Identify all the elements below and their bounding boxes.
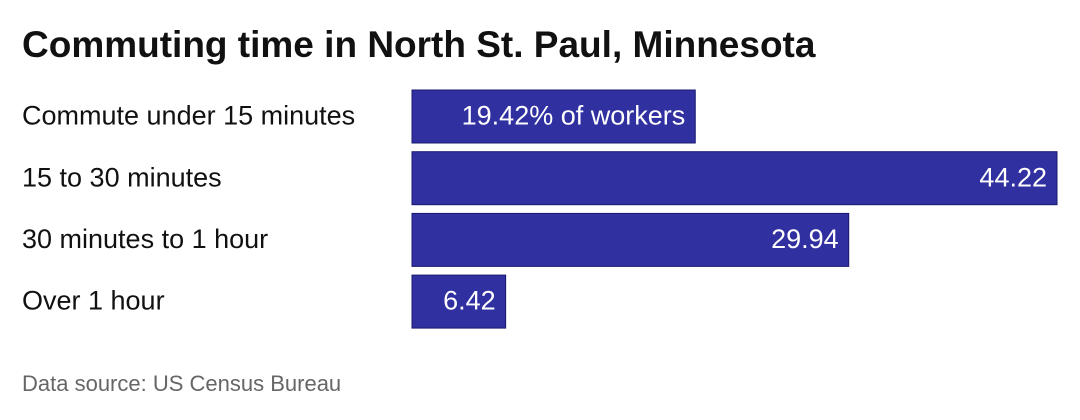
category-label: Commute under 15 minutes [22, 101, 355, 131]
category-label: 15 to 30 minutes [22, 162, 222, 192]
bar [411, 151, 1058, 206]
bar [411, 212, 850, 267]
chart-title: Commuting time in North St. Paul, Minnes… [22, 24, 816, 65]
source-note: Data source: US Census Bureau [22, 371, 341, 396]
value-label: 44.22 [979, 162, 1047, 192]
category-label: 30 minutes to 1 hour [22, 224, 268, 254]
category-label: Over 1 hour [22, 286, 165, 316]
bar [411, 274, 507, 329]
value-label: 29.94 [771, 224, 839, 254]
bar [411, 89, 696, 144]
value-label: 6.42 [443, 286, 496, 316]
value-label: 19.42% of workers [462, 101, 686, 131]
